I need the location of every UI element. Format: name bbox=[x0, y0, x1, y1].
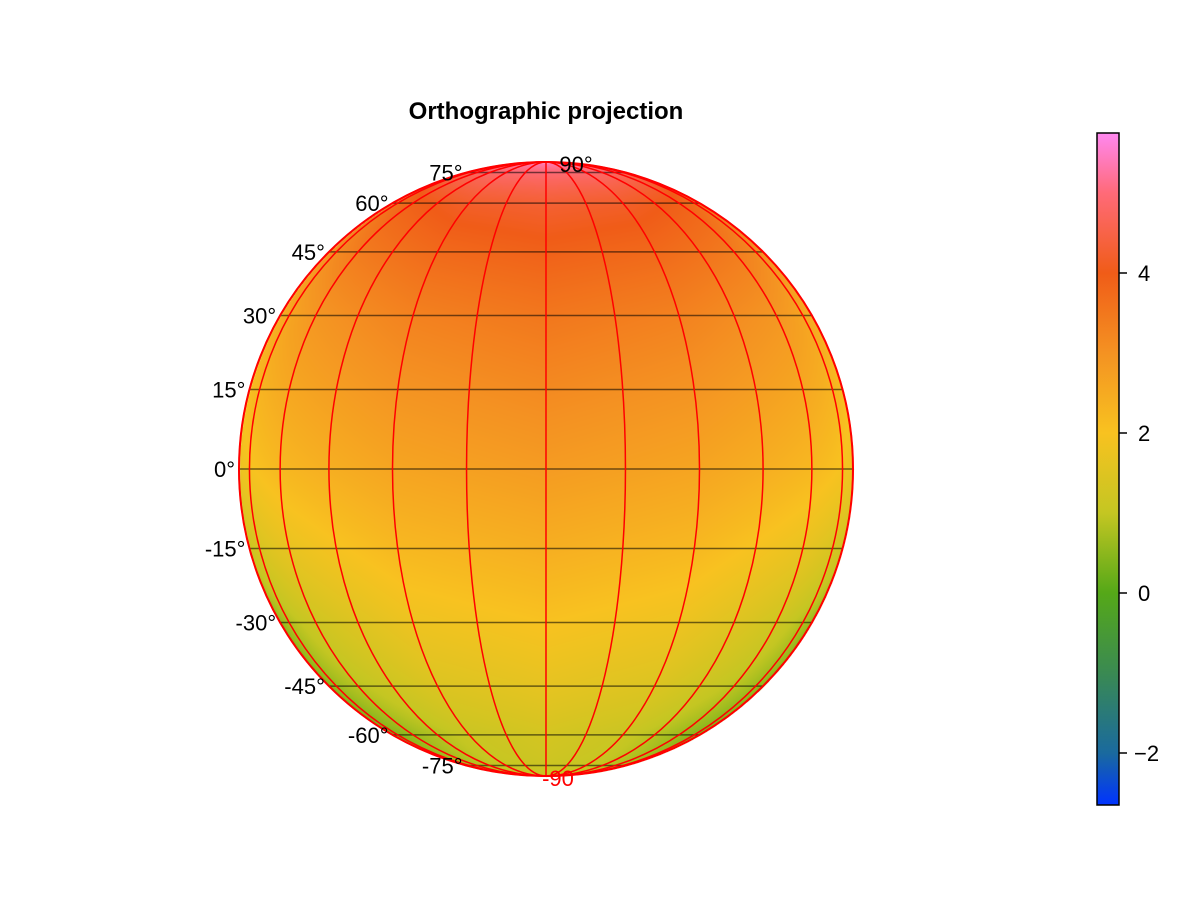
meridian-line bbox=[328, 161, 547, 777]
latitude-label: 45° bbox=[292, 240, 325, 265]
colorbar-tick-label: 2 bbox=[1138, 421, 1150, 446]
latitude-label: -45° bbox=[284, 674, 325, 699]
meridian-line bbox=[545, 161, 813, 777]
latitude-label: 0° bbox=[214, 457, 235, 482]
colorbar-tick-label: 4 bbox=[1138, 261, 1150, 286]
latitude-label: 30° bbox=[243, 304, 276, 329]
latitude-label: -60° bbox=[348, 723, 389, 748]
colorbar bbox=[1096, 132, 1120, 806]
globe-outline bbox=[238, 161, 854, 777]
meridian-line bbox=[391, 161, 547, 777]
meridian-line bbox=[465, 161, 547, 777]
latitude-label: 75° bbox=[429, 160, 462, 185]
latitude-labels: -90 -75° -60° -45° -30° -15° 0° 15° 30° 45° 60° 75°… bbox=[205, 152, 593, 791]
latitude-label: 60° bbox=[355, 191, 388, 216]
colorbar-ticks: −2 0 2 4 bbox=[1119, 261, 1159, 766]
meridian-line bbox=[545, 161, 701, 777]
latitude-label: -75° bbox=[422, 754, 463, 779]
meridian-line bbox=[545, 161, 844, 777]
meridian-line bbox=[545, 161, 627, 777]
meridian-line bbox=[248, 161, 547, 777]
meridian-line bbox=[545, 161, 764, 777]
meridian-line bbox=[279, 161, 547, 777]
latitude-label: -90 bbox=[542, 766, 574, 791]
colorbar-tick-label: −2 bbox=[1134, 741, 1159, 766]
latitude-label: -30° bbox=[236, 611, 277, 636]
latitude-label: 15° bbox=[212, 378, 245, 403]
latitude-label: 90° bbox=[559, 152, 592, 177]
latitude-label: -15° bbox=[205, 536, 246, 561]
colorbar-tick-label: 0 bbox=[1138, 581, 1150, 606]
chart-title: Orthographic projection bbox=[409, 98, 684, 125]
